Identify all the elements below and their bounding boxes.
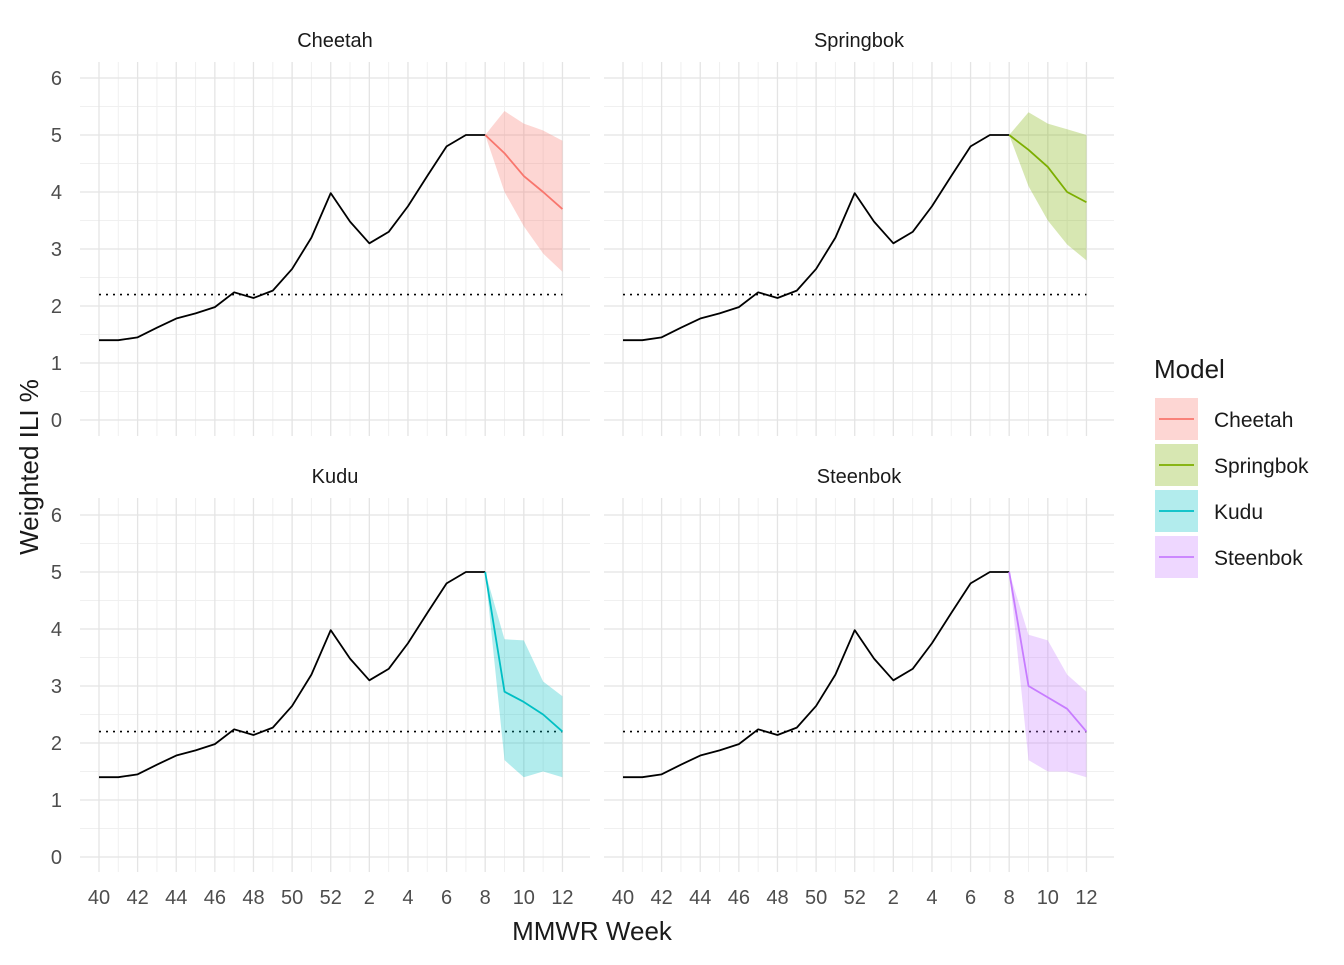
y-tick-label: 1 [51,353,62,375]
forecast-line [1008,134,1087,204]
x-tick-label: 42 [650,887,672,909]
forecast-interval-band [485,572,563,778]
forecast-interval-band [1009,572,1087,778]
x-tick-label: 50 [805,887,827,909]
x-tick-label: 10 [513,887,535,909]
legend-title: Model [1154,354,1225,384]
x-tick-label: 46 [204,887,226,909]
x-tick-label: 4 [402,887,413,909]
y-tick-label: 2 [51,733,62,755]
forecast-line [484,571,564,733]
y-tick-label: 0 [51,847,62,869]
y-tick-label: 3 [51,239,62,261]
x-tick-label: 52 [320,887,342,909]
x-tick-label: 44 [689,887,711,909]
forecast-line [1008,571,1088,733]
x-axis-title: MMWR Week [512,916,673,946]
y-tick-label: 5 [51,562,62,584]
x-tick-label: 6 [441,887,452,909]
observed-line [99,134,486,342]
x-tick-label: 8 [480,887,491,909]
forecast-interval-band [485,111,563,272]
y-tick-label: 5 [51,125,62,147]
y-axis-title: Weighted ILI % [14,379,44,555]
y-tick-label: 3 [51,676,62,698]
legend: Model Cheetah Springbok Kudu Steenbok [1154,354,1309,578]
x-tick-label: 52 [844,887,866,909]
x-tick-label: 12 [551,887,573,909]
x-tick-label: 12 [1075,887,1097,909]
facet-panel: Springbok [604,30,1114,436]
y-tick-label: 4 [51,619,62,641]
x-tick-label: 48 [766,887,788,909]
x-tick-label: 2 [888,887,899,909]
y-tick-label: 6 [51,68,62,90]
x-tick-label: 46 [728,887,750,909]
x-tick-label: 40 [612,887,634,909]
y-tick-label: 1 [51,790,62,812]
legend-label: Cheetah [1214,409,1293,432]
x-tick-label: 40 [88,887,110,909]
x-tick-label: 42 [126,887,148,909]
observed-line [623,571,1010,779]
forecast-line [484,134,564,210]
x-tick-label: 50 [281,887,303,909]
x-tick-label: 48 [242,887,264,909]
x-tick-label: 6 [965,887,976,909]
facet-title: Springbok [814,30,905,52]
y-tick-label: 0 [51,410,62,432]
facet-title: Cheetah [297,30,373,52]
x-tick-label: 10 [1037,887,1059,909]
y-tick-label: 4 [51,182,62,204]
facet-title: Kudu [312,466,359,488]
observed-line [623,134,1010,342]
legend-label: Kudu [1214,501,1263,524]
legend-label: Steenbok [1214,547,1303,570]
facet-panel: Cheetah 0 1 2 3 4 5 6 [51,30,590,436]
x-tick-label: 44 [165,887,187,909]
x-tick-label: 2 [364,887,375,909]
x-tick-label: 8 [1004,887,1015,909]
y-tick-label: 6 [51,505,62,527]
facet-title: Steenbok [817,466,903,488]
y-tick-label: 2 [51,296,62,318]
x-tick-label: 4 [926,887,937,909]
observed-line [99,571,486,779]
legend-label: Springbok [1214,455,1309,478]
